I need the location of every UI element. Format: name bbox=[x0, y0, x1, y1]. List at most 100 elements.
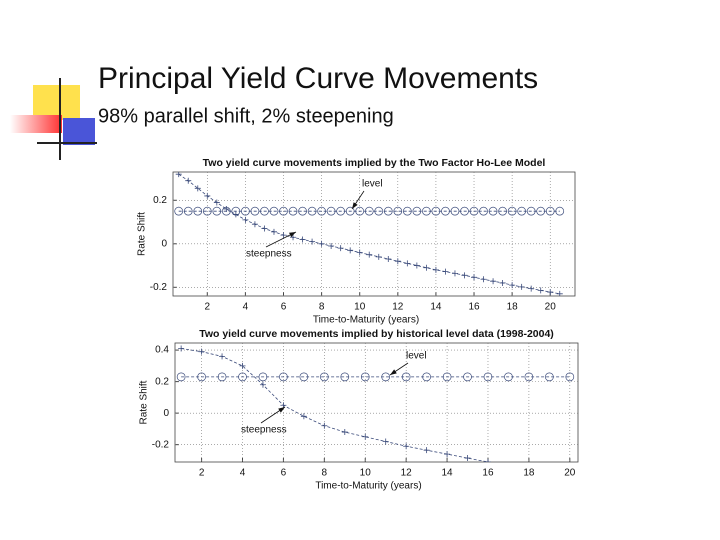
marker-plus bbox=[423, 447, 430, 454]
chart-title: Two yield curve movements implied by his… bbox=[199, 328, 554, 340]
marker-circle bbox=[555, 206, 565, 216]
marker-plus bbox=[394, 258, 401, 265]
chart-title: Two yield curve movements implied by the… bbox=[203, 157, 546, 169]
marker-circle bbox=[488, 206, 498, 216]
marker-circle bbox=[383, 206, 393, 216]
x-tick-label: 6 bbox=[281, 302, 287, 313]
marker-circle bbox=[422, 206, 431, 216]
marker-circle bbox=[260, 206, 269, 216]
marker-plus bbox=[185, 177, 192, 184]
marker-plus bbox=[328, 242, 335, 249]
marker-plus bbox=[318, 240, 325, 247]
x-tick-label: 10 bbox=[360, 468, 372, 479]
marker-plus bbox=[375, 253, 382, 260]
marker-circle bbox=[288, 206, 298, 216]
marker-plus bbox=[242, 216, 249, 223]
marker-plus bbox=[239, 362, 246, 369]
marker-circle bbox=[422, 372, 431, 382]
x-tick-label: 14 bbox=[430, 302, 442, 313]
marker-circle bbox=[336, 206, 346, 216]
marker-plus bbox=[280, 402, 287, 409]
marker-plus bbox=[518, 283, 525, 290]
marker-circle bbox=[241, 206, 250, 216]
x-tick-label: 20 bbox=[564, 468, 576, 479]
marker-circle bbox=[469, 206, 479, 216]
marker-plus bbox=[499, 279, 506, 286]
marker-circle bbox=[524, 372, 534, 382]
marker-plus bbox=[509, 282, 516, 289]
marker-circle bbox=[536, 206, 546, 216]
x-tick-label: 2 bbox=[199, 468, 205, 479]
marker-plus bbox=[175, 172, 182, 178]
deco-red bbox=[10, 115, 62, 133]
marker-plus bbox=[404, 260, 411, 267]
marker-circle bbox=[565, 372, 575, 382]
marker-plus bbox=[290, 234, 297, 241]
marker-plus bbox=[280, 232, 287, 239]
marker-plus bbox=[464, 455, 471, 462]
marker-plus bbox=[178, 345, 185, 352]
marker-plus bbox=[528, 285, 535, 292]
marker-plus bbox=[480, 276, 487, 283]
marker-circle bbox=[202, 206, 212, 216]
arrow-head bbox=[390, 369, 397, 375]
marker-plus bbox=[309, 238, 316, 245]
marker-circle bbox=[463, 372, 472, 382]
x-tick-label: 20 bbox=[545, 302, 557, 313]
marker-plus bbox=[194, 185, 201, 192]
marker-circle bbox=[217, 372, 227, 382]
x-tick-label: 8 bbox=[319, 302, 325, 313]
y-tick-label: 0.4 bbox=[155, 345, 169, 356]
marker-circle bbox=[545, 206, 555, 216]
slide-title: Principal Yield Curve Movements bbox=[98, 62, 538, 95]
x-axis-label: Time-to-Maturity (years) bbox=[313, 315, 419, 326]
marker-plus bbox=[299, 236, 306, 243]
y-tick-label: 0 bbox=[163, 408, 169, 419]
series-line bbox=[181, 348, 489, 462]
y-tick-label: -0.2 bbox=[150, 282, 168, 293]
marker-plus bbox=[261, 225, 268, 232]
marker-plus bbox=[251, 221, 258, 228]
marker-plus bbox=[490, 278, 497, 285]
marker-circle bbox=[326, 206, 336, 216]
x-tick-label: 4 bbox=[240, 468, 246, 479]
marker-circle bbox=[317, 206, 326, 216]
marker-plus bbox=[270, 228, 277, 235]
marker-circle bbox=[212, 206, 222, 216]
marker-plus bbox=[321, 422, 328, 429]
series-line bbox=[178, 173, 560, 295]
marker-circle bbox=[507, 206, 517, 216]
marker-plus bbox=[556, 290, 563, 296]
marker-plus bbox=[423, 264, 430, 271]
marker-plus bbox=[471, 274, 478, 281]
plot-frame bbox=[172, 171, 576, 297]
marker-circle bbox=[441, 206, 450, 216]
marker-circle bbox=[197, 372, 206, 382]
x-tick-label: 16 bbox=[482, 468, 494, 479]
y-axis-label: Rate Shift bbox=[139, 380, 150, 424]
marker-circle bbox=[374, 206, 384, 216]
marker-plus bbox=[385, 256, 392, 263]
marker-circle bbox=[279, 206, 288, 216]
marker-plus bbox=[356, 249, 363, 256]
marker-plus bbox=[484, 459, 491, 462]
arrow-head bbox=[352, 202, 358, 209]
marker-circle bbox=[345, 206, 355, 216]
marker-circle bbox=[479, 206, 488, 216]
deco-blue bbox=[63, 118, 95, 145]
y-axis-label: Rate Shift bbox=[137, 212, 148, 256]
annotation: level bbox=[362, 179, 383, 190]
y-tick-label: 0.2 bbox=[155, 376, 169, 387]
arrow-head bbox=[289, 232, 296, 238]
x-tick-label: 18 bbox=[507, 302, 519, 313]
marker-plus bbox=[300, 413, 307, 420]
arrow-head bbox=[278, 407, 285, 413]
marker-circle bbox=[193, 206, 203, 216]
deco-yellow bbox=[33, 85, 80, 120]
marker-plus bbox=[461, 272, 468, 279]
marker-circle bbox=[526, 206, 536, 216]
marker-circle bbox=[340, 372, 350, 382]
slide-subtitle: 98% parallel shift, 2% steepening bbox=[98, 105, 394, 127]
marker-plus bbox=[444, 451, 451, 458]
y-tick-label: -0.2 bbox=[152, 439, 170, 450]
